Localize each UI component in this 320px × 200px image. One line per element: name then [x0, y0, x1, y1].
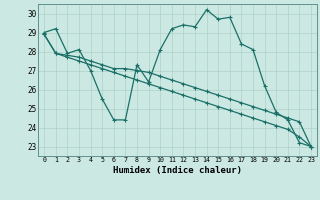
X-axis label: Humidex (Indice chaleur): Humidex (Indice chaleur) [113, 166, 242, 175]
